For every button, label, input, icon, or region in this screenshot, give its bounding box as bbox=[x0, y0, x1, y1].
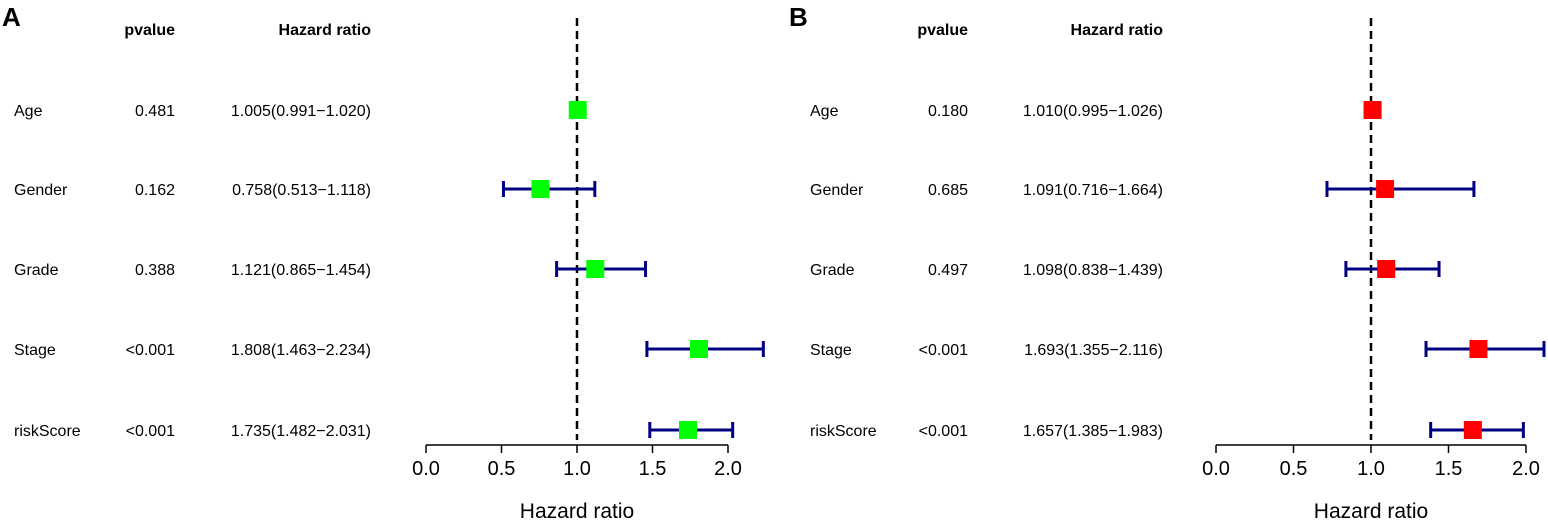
hazard-ratio-marker bbox=[678, 421, 697, 439]
x-tick-label: 1.0 bbox=[563, 458, 591, 480]
hazard-ratio-value: 1.005(0.991−1.020) bbox=[231, 103, 371, 120]
pvalue-value: 0.481 bbox=[135, 103, 175, 120]
hazard-ratio-marker bbox=[531, 180, 550, 198]
hazard-ratio-value: 1.098(0.838−1.439) bbox=[1023, 262, 1163, 279]
pvalue-value: 0.685 bbox=[928, 182, 968, 199]
hazard-ratio-marker bbox=[1469, 340, 1488, 358]
variable-label: riskScore bbox=[810, 423, 877, 440]
variable-label: Age bbox=[14, 103, 43, 120]
hazard-ratio-value: 0.758(0.513−1.118) bbox=[232, 182, 371, 199]
x-tick-label: 1.5 bbox=[639, 458, 667, 480]
hazard-ratio-value: 1.121(0.865−1.454) bbox=[231, 262, 371, 279]
variable-label: Age bbox=[810, 103, 839, 120]
x-tick-label: 0.5 bbox=[488, 458, 516, 480]
variable-label: riskScore bbox=[14, 423, 81, 440]
pvalue-header: pvalue bbox=[917, 22, 968, 39]
pvalue-value: <0.001 bbox=[126, 423, 175, 440]
x-tick-label: 1.0 bbox=[1357, 458, 1385, 480]
hazard-ratio-marker bbox=[690, 340, 709, 358]
hazard-ratio-marker bbox=[1463, 421, 1482, 439]
x-tick-label: 2.0 bbox=[1512, 458, 1540, 480]
pvalue-header: pvalue bbox=[124, 22, 175, 39]
hazard-ratio-marker bbox=[1377, 260, 1396, 278]
pvalue-value: <0.001 bbox=[919, 342, 968, 359]
x-tick-label: 1.5 bbox=[1435, 458, 1463, 480]
hazard-ratio-value: 1.693(1.355−2.116) bbox=[1024, 342, 1163, 359]
hazard-ratio-value: 1.091(0.716−1.664) bbox=[1023, 182, 1163, 199]
variable-label: Grade bbox=[14, 262, 59, 279]
x-tick-label: 0.5 bbox=[1280, 458, 1308, 480]
panel-letter: A bbox=[2, 2, 21, 32]
hazard-ratio-marker bbox=[1363, 101, 1382, 119]
pvalue-value: <0.001 bbox=[919, 423, 968, 440]
pvalue-value: <0.001 bbox=[126, 342, 175, 359]
panel-letter: B bbox=[789, 2, 808, 32]
variable-label: Gender bbox=[14, 182, 68, 199]
pvalue-value: 0.162 bbox=[135, 182, 175, 199]
x-axis-title: Hazard ratio bbox=[520, 500, 634, 521]
hazard-ratio-marker bbox=[586, 260, 605, 278]
hazard-ratio-marker bbox=[568, 101, 587, 119]
hazard-ratio-value: 1.735(1.482−2.031) bbox=[231, 423, 371, 440]
variable-label: Grade bbox=[810, 262, 855, 279]
hazard-ratio-marker bbox=[1376, 180, 1395, 198]
x-tick-label: 0.0 bbox=[412, 458, 440, 480]
variable-label: Stage bbox=[810, 342, 852, 359]
x-tick-label: 0.0 bbox=[1202, 458, 1230, 480]
pvalue-value: 0.180 bbox=[928, 103, 968, 120]
hazard-ratio-value: 1.808(1.463−2.234) bbox=[231, 342, 371, 359]
variable-label: Gender bbox=[810, 182, 864, 199]
hazard-ratio-value: 1.010(0.995−1.026) bbox=[1023, 103, 1163, 120]
hazard-ratio-header: Hazard ratio bbox=[279, 22, 372, 39]
pvalue-value: 0.497 bbox=[928, 262, 968, 279]
x-axis-title: Hazard ratio bbox=[1314, 500, 1428, 521]
variable-label: Stage bbox=[14, 342, 56, 359]
x-tick-label: 2.0 bbox=[714, 458, 742, 480]
hazard-ratio-header: Hazard ratio bbox=[1071, 22, 1164, 39]
hazard-ratio-value: 1.657(1.385−1.983) bbox=[1023, 423, 1163, 440]
pvalue-value: 0.388 bbox=[135, 262, 175, 279]
